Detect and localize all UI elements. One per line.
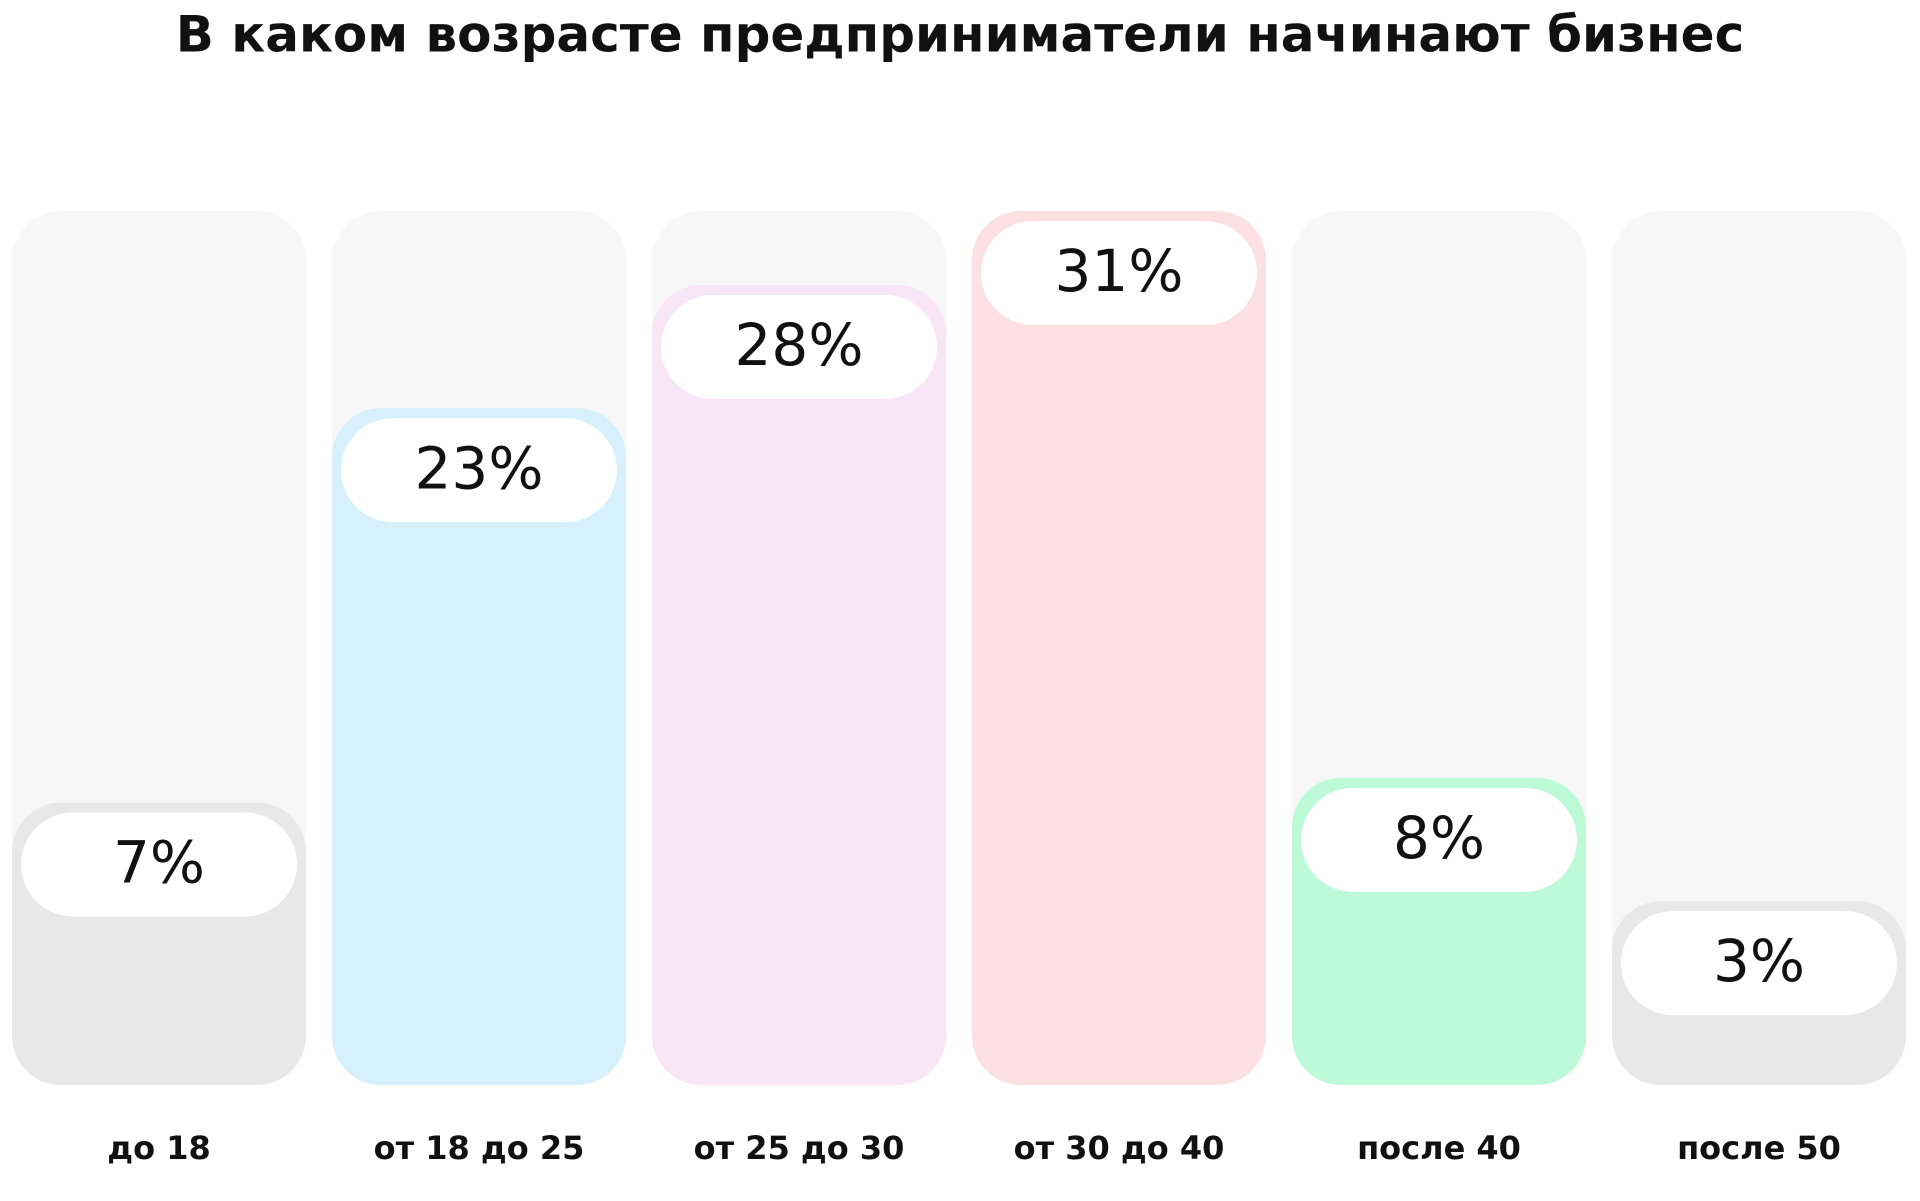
x-tick-label: от 30 до 40 xyxy=(1014,1129,1225,1167)
value-pill xyxy=(1621,911,1897,1016)
value-pill xyxy=(1301,787,1577,892)
bar xyxy=(972,211,1266,1085)
value-label: 23% xyxy=(415,434,544,502)
chart-title: В каком возрасте предприниматели начинаю… xyxy=(176,6,1744,64)
x-tick-label: после 50 xyxy=(1677,1129,1841,1167)
x-tick-label: до 18 xyxy=(107,1129,211,1167)
value-label: 3% xyxy=(1713,927,1805,995)
value-pill xyxy=(21,812,297,917)
bar-track xyxy=(1612,211,1906,1085)
x-tick-label: от 25 до 30 xyxy=(694,1129,905,1167)
value-pill xyxy=(981,221,1257,325)
value-label: 28% xyxy=(735,311,864,379)
value-pill xyxy=(661,294,937,399)
value-label: 7% xyxy=(113,829,205,897)
x-tick-label: от 18 до 25 xyxy=(374,1129,585,1167)
x-tick-label: после 40 xyxy=(1357,1129,1521,1167)
bar xyxy=(652,284,946,1085)
bar xyxy=(332,408,626,1086)
value-label: 8% xyxy=(1393,804,1485,872)
value-label: 31% xyxy=(1055,237,1184,305)
value-pill xyxy=(341,418,617,523)
